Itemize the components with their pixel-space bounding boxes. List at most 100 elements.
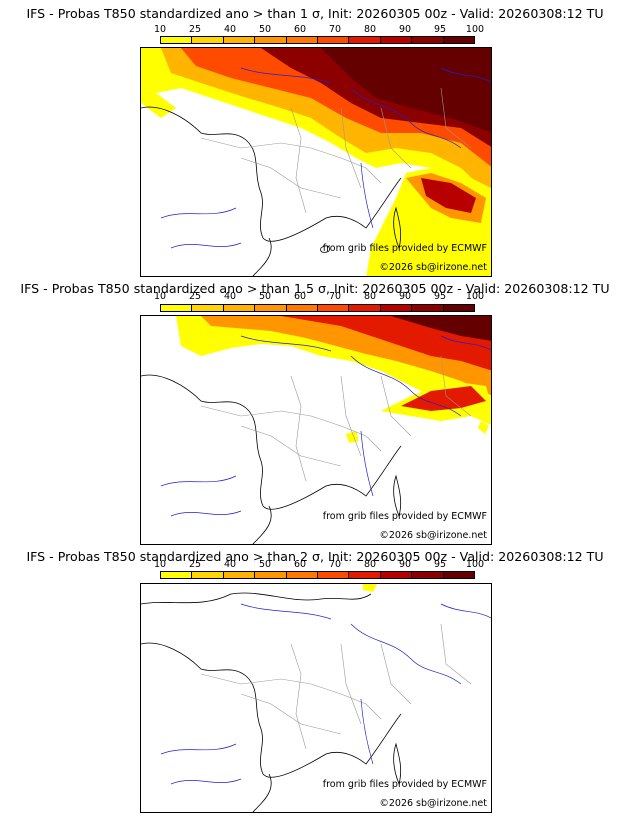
- legend-tick: 25: [188, 291, 202, 302]
- country-border: [240, 157, 342, 199]
- source-credit: from grib files provided by ECMWF: [322, 243, 487, 254]
- coastline: [252, 505, 272, 544]
- legend-tick: 10: [153, 559, 167, 570]
- colorbar-bin: [286, 37, 319, 43]
- country-border: [380, 643, 412, 705]
- river: [240, 67, 332, 84]
- river: [240, 603, 332, 620]
- probability-area: [478, 421, 489, 434]
- legend-tick: 60: [293, 24, 307, 35]
- legend-tick: 80: [363, 291, 377, 302]
- legend-tick: 95: [433, 559, 447, 570]
- legend-tick-labels: 10 25 40 50 60 70 80 90 95 100: [154, 24, 484, 36]
- legend-tick: 50: [258, 24, 272, 35]
- colorbar-bin: [380, 572, 413, 578]
- legend-tick: 90: [398, 291, 412, 302]
- colorbar-bin: [223, 305, 256, 311]
- colorbar-bin: [318, 572, 350, 578]
- colorbar-bin: [349, 37, 381, 43]
- probability-area: [321, 48, 491, 133]
- source-credit: from grib files provided by ECMWF: [322, 779, 487, 790]
- colorbar-bin: [443, 572, 475, 578]
- river: [160, 743, 237, 755]
- colorbar-bin: [443, 37, 475, 43]
- river: [170, 778, 242, 785]
- map-graphic: [141, 584, 491, 812]
- legend-tick: 70: [328, 559, 342, 570]
- probability-area: [421, 178, 476, 213]
- colorbar-bin: [255, 572, 287, 578]
- probability-area: [363, 584, 377, 592]
- probability-map: from grib files provided by ECMWF ©2026 …: [140, 315, 492, 545]
- legend-tick: 90: [398, 559, 412, 570]
- coastline: [141, 642, 402, 778]
- colorbar-bin: [161, 37, 193, 43]
- country-border: [440, 355, 472, 417]
- legend-tick: 50: [258, 559, 272, 570]
- legend-tick: 70: [328, 291, 342, 302]
- colorbar-bin: [412, 305, 444, 311]
- colorbar-bin: [192, 305, 224, 311]
- coastline: [393, 474, 402, 518]
- legend-tick: 40: [223, 291, 237, 302]
- colorbar-bin: [412, 572, 444, 578]
- map-graphic: [141, 48, 491, 276]
- copyright-credit: ©2026 sb@irizone.net: [379, 798, 487, 809]
- river: [360, 430, 374, 497]
- probability-area: [391, 316, 491, 341]
- colorbar-bin: [412, 37, 444, 43]
- colorbar-bin: [223, 37, 256, 43]
- country-border: [340, 643, 362, 725]
- colorbar-bin: [161, 572, 193, 578]
- river: [360, 162, 374, 229]
- legend-tick: 25: [188, 24, 202, 35]
- legend-tick: 25: [188, 559, 202, 570]
- legend-tick: 80: [363, 559, 377, 570]
- panel-title: IFS - Probas T850 standardized ano > tha…: [26, 6, 604, 21]
- legend-tick: 100: [465, 24, 485, 35]
- colorbar-bin: [318, 305, 350, 311]
- coastline: [141, 592, 372, 605]
- country-border: [240, 693, 342, 735]
- colorbar-bin: [318, 37, 350, 43]
- river: [170, 510, 242, 517]
- river: [350, 355, 462, 417]
- coastline: [393, 742, 402, 786]
- country-border: [290, 375, 307, 482]
- country-border: [380, 375, 412, 437]
- river: [170, 242, 242, 249]
- source-credit: from grib files provided by ECMWF: [322, 511, 487, 522]
- country-border: [380, 107, 412, 169]
- colorbar: [160, 36, 475, 44]
- coastline: [393, 206, 402, 250]
- colorbar-bin: [161, 305, 193, 311]
- legend-tick: 100: [465, 291, 485, 302]
- legend-tick: 100: [465, 559, 485, 570]
- colorbar-bin: [255, 305, 287, 311]
- river: [350, 623, 462, 685]
- legend-tick: 10: [153, 24, 167, 35]
- colorbar-bin: [380, 305, 413, 311]
- legend-tick: 40: [223, 24, 237, 35]
- legend-tick: 60: [293, 559, 307, 570]
- coastline: [141, 374, 402, 510]
- country-border: [440, 87, 472, 149]
- colorbar-bin: [286, 305, 319, 311]
- country-border: [200, 405, 382, 452]
- legend-tick-labels: 10 25 40 50 60 70 80 90 95 100: [154, 559, 484, 571]
- country-border: [340, 375, 362, 457]
- probability-map: from grib files provided by ECMWF ©2026 …: [140, 47, 492, 277]
- coastline: [252, 773, 272, 812]
- country-border: [440, 623, 472, 685]
- colorbar-bin: [443, 305, 475, 311]
- legend-tick: 70: [328, 24, 342, 35]
- legend-tick: 60: [293, 291, 307, 302]
- map-graphic: [141, 316, 491, 544]
- country-border: [240, 425, 342, 467]
- colorbar-bin: [192, 572, 224, 578]
- legend-tick: 95: [433, 24, 447, 35]
- river: [160, 207, 237, 219]
- colorbar-bin: [192, 37, 224, 43]
- probability-area: [346, 431, 359, 443]
- country-border: [290, 107, 307, 214]
